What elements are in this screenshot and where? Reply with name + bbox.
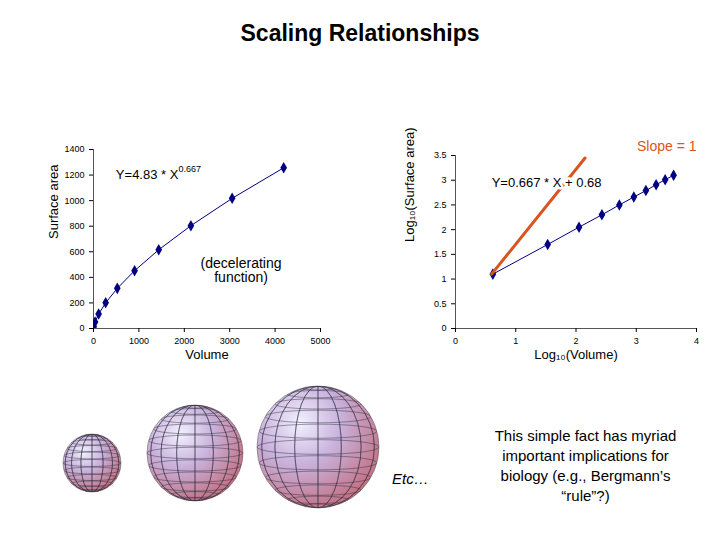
svg-text:600: 600 (69, 247, 84, 257)
svg-text:1400: 1400 (64, 144, 84, 154)
svg-text:3.5: 3.5 (434, 150, 447, 160)
svg-text:1.5: 1.5 (434, 249, 447, 259)
svg-text:2000: 2000 (174, 336, 194, 346)
svg-text:3: 3 (634, 336, 639, 346)
svg-text:800: 800 (69, 221, 84, 231)
svg-text:Surface area: Surface area (46, 164, 61, 239)
svg-text:2: 2 (441, 225, 446, 235)
html-text:Etc…: Etc… (392, 470, 429, 487)
svg-text:0: 0 (91, 336, 96, 346)
svg-text:0: 0 (441, 323, 446, 333)
svg-text:1: 1 (441, 274, 446, 284)
svg-text:Volume: Volume (185, 347, 228, 362)
html-text:This simple fact has myriad im: This simple fact has myriad important im… (494, 427, 677, 504)
svg-text:0.5: 0.5 (434, 299, 447, 309)
svg-text:Log₁₀(Volume): Log₁₀(Volume) (534, 347, 618, 362)
svg-text:4: 4 (694, 336, 699, 346)
svg-text:3: 3 (441, 175, 446, 185)
svg-text:1000: 1000 (64, 196, 84, 206)
svg-text:2.5: 2.5 (434, 200, 447, 210)
svg-text:5000: 5000 (310, 336, 330, 346)
svg-text:Slope = 1: Slope = 1 (637, 138, 697, 154)
svg-text:Log₁₀(Surface area): Log₁₀(Surface area) (402, 127, 417, 242)
svg-text:1200: 1200 (64, 170, 84, 180)
svg-text:0.667: 0.667 (178, 164, 201, 174)
svg-text:3000: 3000 (220, 336, 240, 346)
svg-text:4000: 4000 (265, 336, 285, 346)
svg-text:400: 400 (69, 272, 84, 282)
svg-text:200: 200 (69, 298, 84, 308)
svg-text:1000: 1000 (129, 336, 149, 346)
html-text:Scaling Relationships: Scaling Relationships (240, 20, 480, 46)
svg-text:Y=0.667 * X + 0.68: Y=0.667 * X + 0.68 (492, 175, 602, 190)
svg-text:2: 2 (573, 336, 578, 346)
svg-text:1: 1 (513, 336, 518, 346)
svg-text:0: 0 (79, 323, 84, 333)
svg-text:(deceleratingfunction): (deceleratingfunction) (201, 255, 282, 285)
svg-text:Y=4.83 * X: Y=4.83 * X (116, 167, 179, 182)
svg-text:0: 0 (453, 336, 458, 346)
